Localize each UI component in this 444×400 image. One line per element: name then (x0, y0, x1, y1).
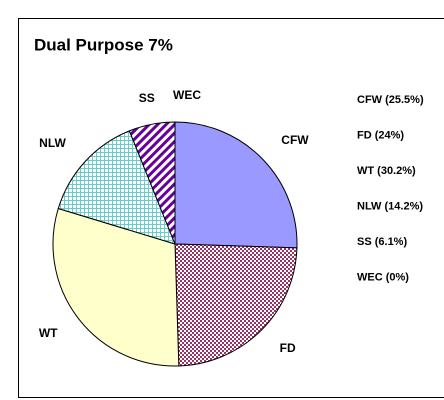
chart-title: Dual Purpose 7% (34, 35, 173, 54)
slice-label: SS (139, 91, 155, 105)
legend-entry: FD (24%) (357, 129, 404, 141)
slice-label: WEC (173, 88, 201, 102)
slice-label: WT (39, 326, 58, 340)
legend-entry: WEC (0%) (357, 271, 409, 283)
slice-label: CFW (281, 133, 309, 147)
legend-entry: CFW (25.5%) (357, 94, 424, 106)
pie-slice (57, 130, 176, 245)
pie-slice (174, 243, 298, 367)
pie-slice (174, 121, 298, 249)
legend-entry: WT (30.2%) (357, 165, 416, 177)
slice-label: FD (280, 341, 296, 355)
legend-entry: NLW (14.2%) (357, 200, 423, 212)
pie-slice (52, 207, 180, 367)
slice-label: NLW (39, 136, 66, 150)
legend-entry: SS (6.1%) (357, 236, 407, 248)
